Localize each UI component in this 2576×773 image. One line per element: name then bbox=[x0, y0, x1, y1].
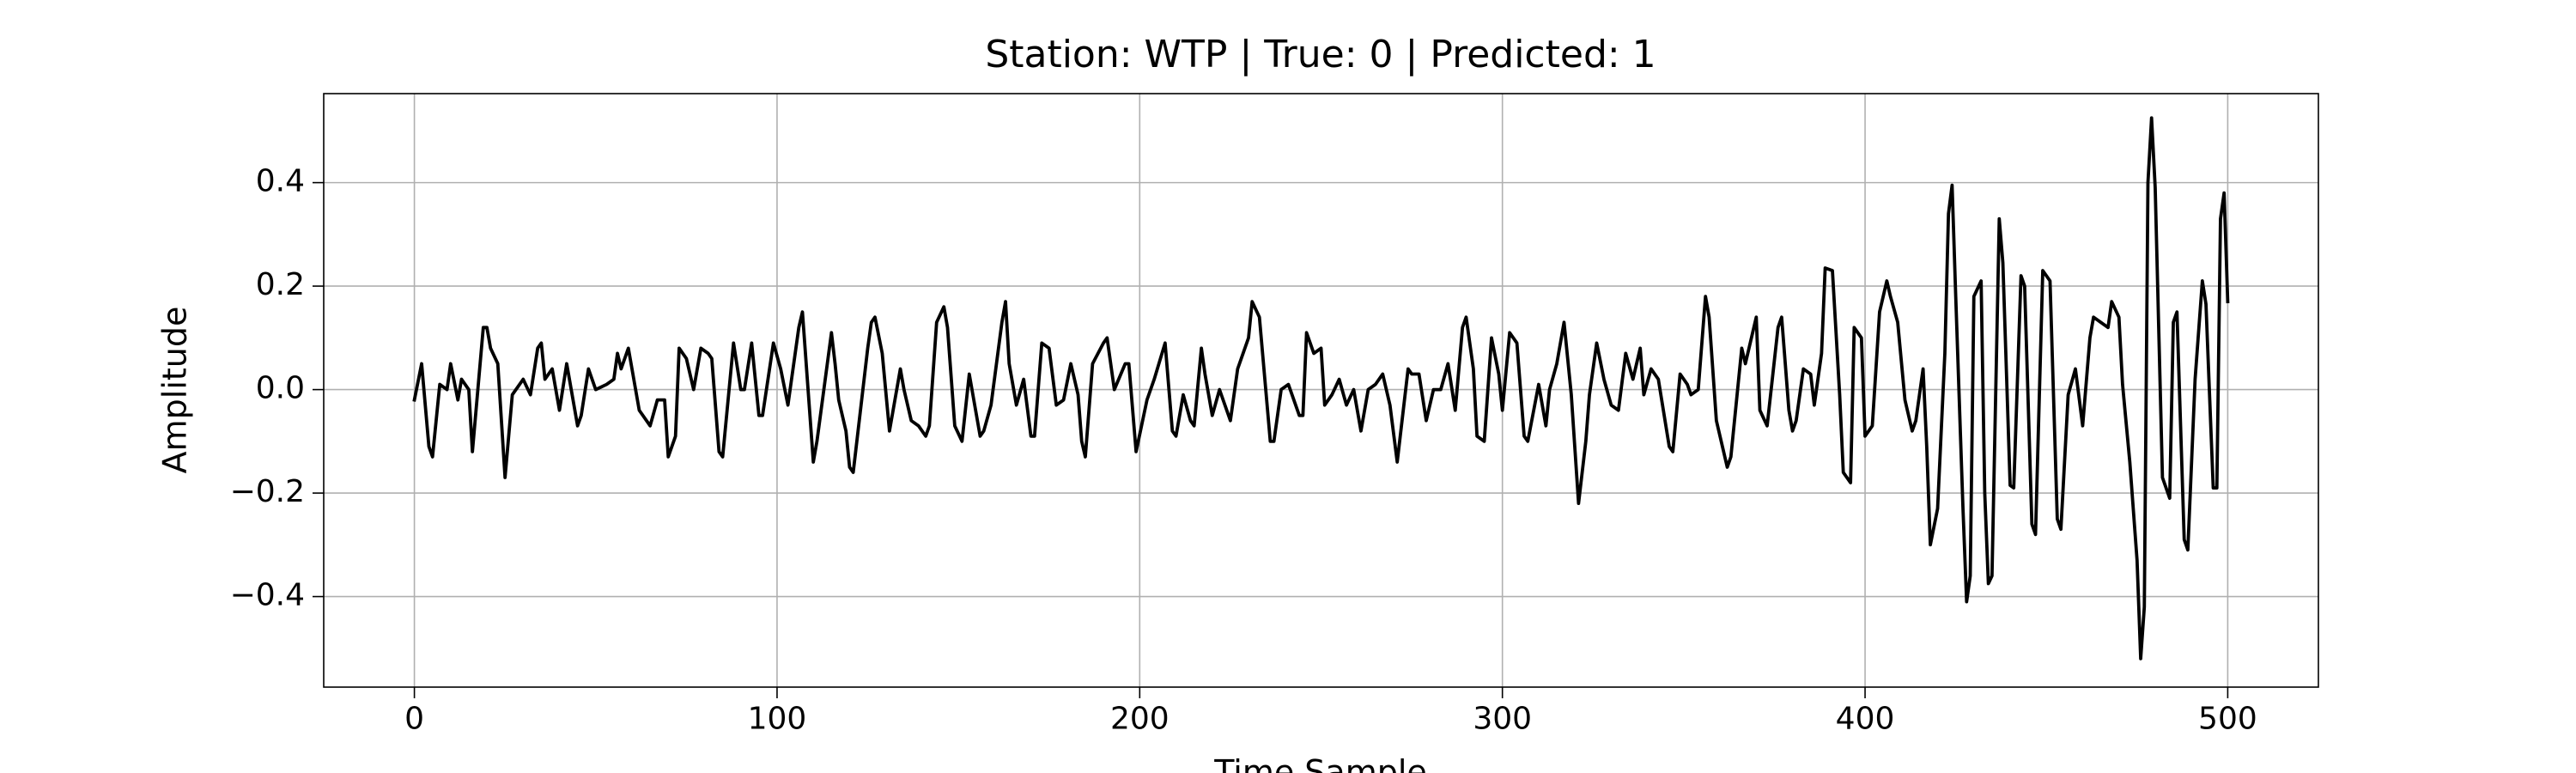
x-tick-label: 500 bbox=[2198, 702, 2257, 737]
x-tick-label: 200 bbox=[1110, 702, 1170, 737]
x-tick-label: 100 bbox=[748, 702, 807, 737]
y-axis-label: Amplitude bbox=[156, 307, 194, 474]
y-tick-label: −0.4 bbox=[230, 578, 305, 613]
signal-line bbox=[412, 116, 2230, 660]
x-tick-label: 300 bbox=[1473, 702, 1532, 737]
chart-title: Station: WTP | True: 0 | Predicted: 1 bbox=[985, 33, 1656, 76]
x-axis-label: Time Sample bbox=[1213, 753, 1427, 773]
y-tick-label: 0.2 bbox=[256, 267, 305, 302]
x-tick-label: 0 bbox=[404, 702, 424, 737]
y-tick-label: 0.4 bbox=[256, 164, 305, 199]
y-tick-label: 0.0 bbox=[256, 371, 305, 406]
y-tick-label: −0.2 bbox=[230, 474, 305, 509]
x-tick-label: 400 bbox=[1836, 702, 1895, 737]
plot-frame bbox=[323, 93, 2319, 688]
